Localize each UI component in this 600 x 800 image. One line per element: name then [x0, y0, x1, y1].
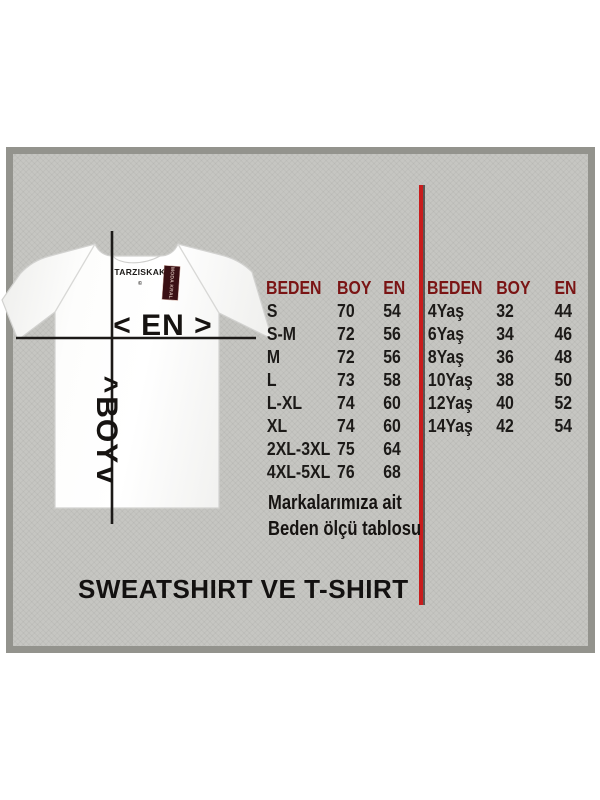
- svg-text:TARZISKAK: TARZISKAK: [114, 267, 166, 277]
- svg-text:^BOYv: ^BOYv: [90, 376, 123, 485]
- svg-text:©: ©: [138, 280, 142, 287]
- svg-text:< EN >: < EN >: [113, 309, 212, 342]
